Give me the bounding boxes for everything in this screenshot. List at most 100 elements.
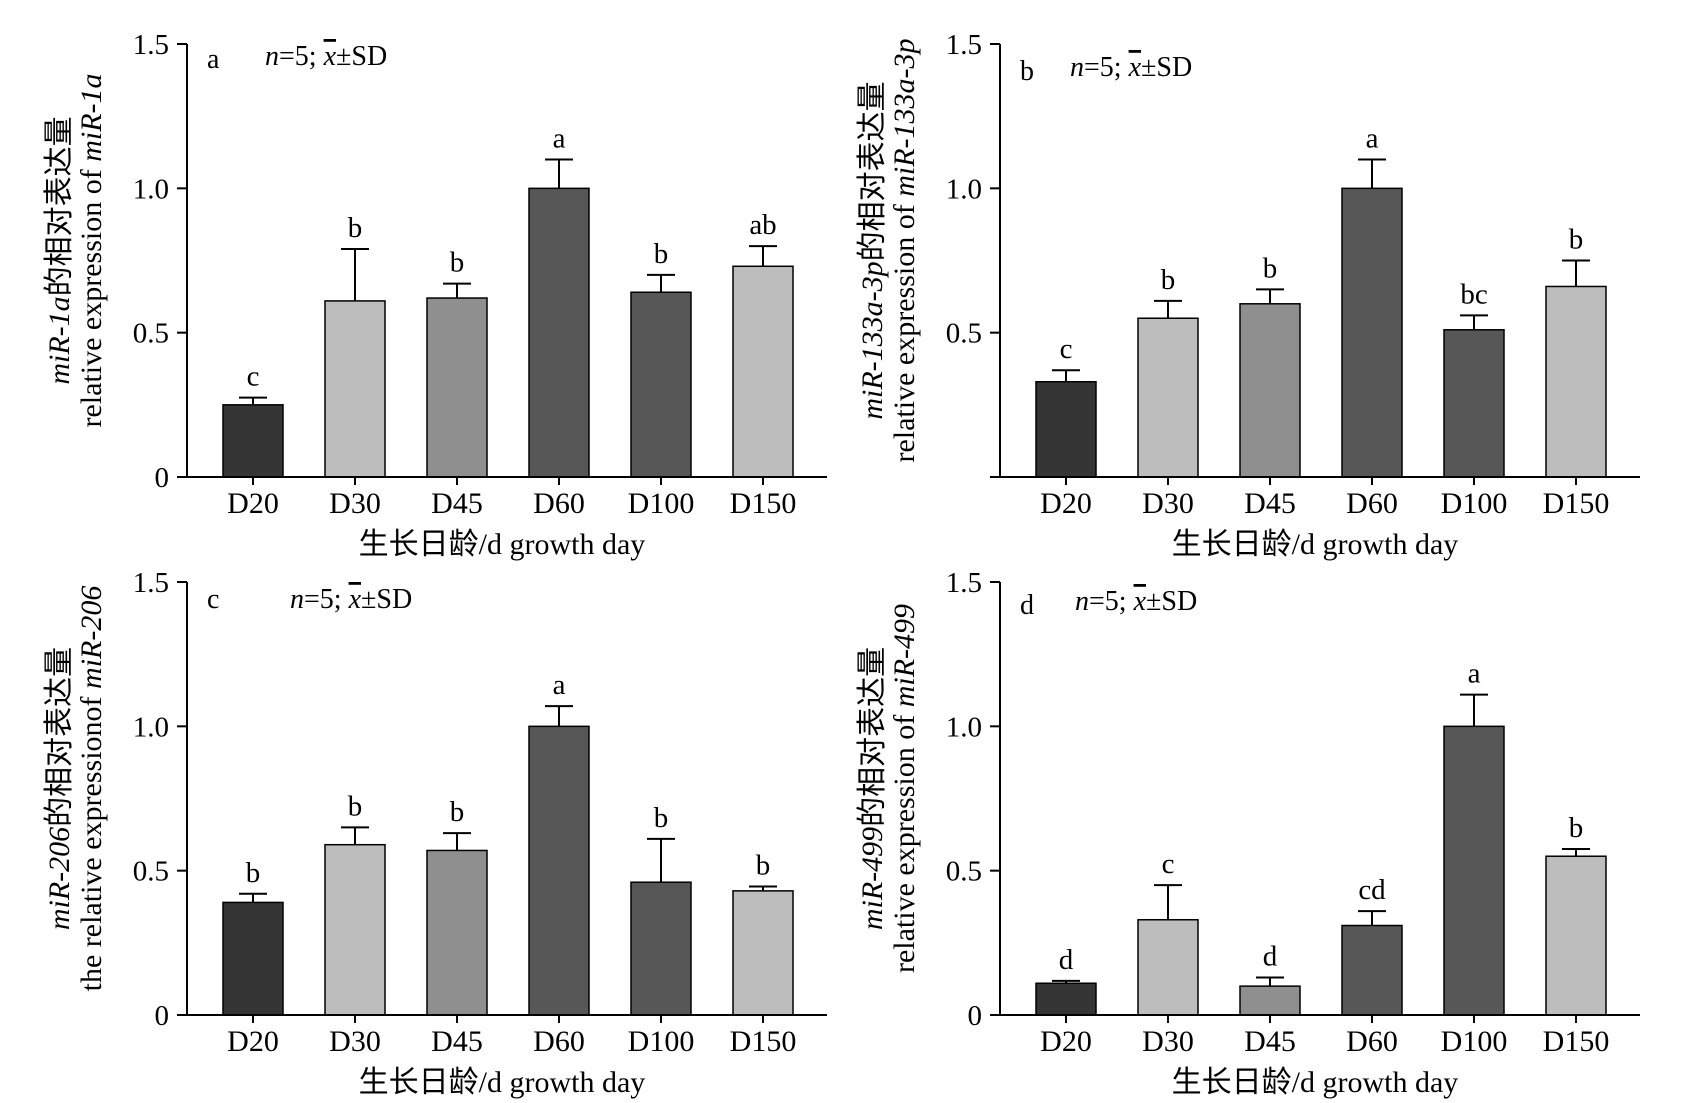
significance-letter: b — [654, 238, 669, 270]
error-bar-D60 — [545, 705, 573, 727]
error-bar-D60 — [1358, 910, 1386, 926]
error-bar-D20 — [1052, 369, 1080, 382]
y-tick-label: 1.0 — [133, 711, 169, 743]
bar-D30 — [1137, 317, 1199, 478]
error-bar-D30 — [1154, 299, 1182, 319]
x-tick-label: D45 — [431, 487, 483, 520]
error-bar-D45 — [443, 282, 471, 299]
significance-letter: c — [247, 361, 260, 393]
svg-text:miR-1a的相对表达量: miR-1a的相对表达量 — [43, 116, 76, 384]
significance-letter: b — [450, 247, 465, 279]
y-tick-label: 1.0 — [946, 173, 982, 205]
significance-letter: b — [1161, 264, 1176, 296]
x-tick-label: D30 — [329, 1025, 381, 1058]
bar-D45 — [1239, 303, 1301, 478]
error-bar-D150 — [749, 885, 777, 891]
x-tick-label: D45 — [1244, 487, 1296, 520]
bar-D30 — [324, 300, 386, 478]
x-tick-label: D100 — [628, 1025, 695, 1058]
significance-letter: a — [553, 122, 566, 154]
x-axis-title: 生长日龄/d growth day — [359, 528, 646, 561]
error-bar-D30 — [341, 247, 369, 301]
error-bar-D60 — [545, 158, 573, 189]
bar-D100 — [1443, 725, 1505, 1016]
svg-text:relative expression of miR-499: relative expression of miR-499 — [888, 604, 921, 973]
y-tick-label: 0.5 — [946, 318, 982, 350]
significance-letter: cd — [1358, 874, 1386, 906]
error-bar-D150 — [749, 245, 777, 267]
significance-letter: a — [553, 669, 566, 701]
y-tick-label: 0 — [968, 1000, 983, 1032]
error-bar-D60 — [1358, 158, 1386, 189]
stat-note: n=5; x±SD — [1075, 586, 1197, 617]
x-tick-label: D45 — [1244, 1025, 1296, 1058]
svg-text:the relative expressionof miR-: the relative expressionof miR-206 — [75, 586, 108, 992]
significance-letter: d — [1059, 944, 1074, 976]
error-bar-D100 — [647, 837, 675, 883]
x-tick-label: D20 — [227, 487, 279, 520]
bar-D30 — [1137, 918, 1199, 1016]
y-tick-label: 0.5 — [133, 856, 169, 888]
x-tick-label: D60 — [533, 1025, 585, 1058]
error-bar-D45 — [443, 832, 471, 851]
significance-letter: d — [1263, 940, 1278, 972]
stat-note: n=5; x±SD — [265, 41, 387, 72]
svg-text:miR-133a-3p的相对表达量: miR-133a-3p的相对表达量 — [856, 81, 889, 419]
y-tick-label: 1.5 — [946, 567, 982, 599]
chart-panel-c: b b b a b b 0 0.5 1.0 1.5 D20 D30 D45 D60 D100 D150 生长日龄… — [43, 567, 827, 1099]
svg-text:relative expression of miR-1a: relative expression of miR-1a — [75, 73, 108, 427]
significance-letter: b — [654, 802, 669, 834]
y-tick-label: 0 — [155, 1000, 170, 1032]
bar-D150 — [1545, 855, 1607, 1016]
significance-letter: b — [348, 212, 363, 244]
significance-letter: a — [1366, 122, 1379, 154]
significance-letter: b — [246, 857, 261, 889]
bar-D100 — [630, 881, 692, 1016]
y-tick-label: 0.5 — [133, 318, 169, 350]
x-tick-label: D20 — [1040, 1025, 1092, 1058]
x-tick-label: D30 — [1142, 1025, 1194, 1058]
x-tick-label: D30 — [329, 487, 381, 520]
x-tick-label: D100 — [1441, 1025, 1508, 1058]
svg-text:relative expression of miR-133: relative expression of miR-133a-3p — [888, 38, 921, 462]
bar-D60 — [1341, 924, 1403, 1016]
significance-letter: b — [1569, 812, 1584, 844]
y-axis-title: miR-206的相对表达量 the relative expressionof m… — [43, 586, 108, 992]
stat-note: n=5; x±SD — [1070, 52, 1192, 83]
y-tick-label: 1.0 — [946, 711, 982, 743]
panel-letter: c — [207, 584, 219, 615]
error-bar-D20 — [239, 396, 267, 405]
chart-panel-b: c b b a bc b 0.5 1.0 1.5 D20 D30 D45 D60 D100 D150 生长日龄… — [856, 29, 1640, 561]
y-tick-label: 1.5 — [946, 29, 982, 61]
x-tick-label: D150 — [1543, 1025, 1610, 1058]
stat-note: n=5; x±SD — [290, 584, 412, 615]
x-tick-label: D60 — [1346, 487, 1398, 520]
panel-letter: b — [1020, 56, 1034, 87]
error-bar-D20 — [239, 892, 267, 903]
x-tick-label: D20 — [227, 1025, 279, 1058]
error-bar-D100 — [647, 273, 675, 293]
bar-D60 — [528, 187, 590, 478]
bar-D100 — [1443, 329, 1505, 478]
panel-letter: a — [207, 44, 220, 75]
bar-D20 — [222, 404, 284, 478]
y-tick-label: 0 — [155, 462, 170, 494]
bar-D60 — [528, 725, 590, 1016]
y-axis-title: miR-499的相对表达量 relative expression of miR-… — [856, 604, 921, 973]
svg-text:miR-499的相对表达量: miR-499的相对表达量 — [856, 647, 889, 930]
error-bar-D100 — [1460, 693, 1488, 727]
significance-letter: b — [1569, 224, 1584, 256]
y-tick-label: 1.5 — [133, 567, 169, 599]
bar-D20 — [1035, 380, 1097, 478]
x-tick-label: D150 — [730, 1025, 797, 1058]
bar-D20 — [222, 901, 284, 1016]
bar-D20 — [1035, 982, 1097, 1016]
y-axis-title: miR-1a的相对表达量 relative expression of miR-1… — [43, 73, 108, 427]
significance-letter: b — [1263, 252, 1278, 284]
bar-D150 — [732, 265, 794, 478]
error-bar-D30 — [1154, 884, 1182, 920]
